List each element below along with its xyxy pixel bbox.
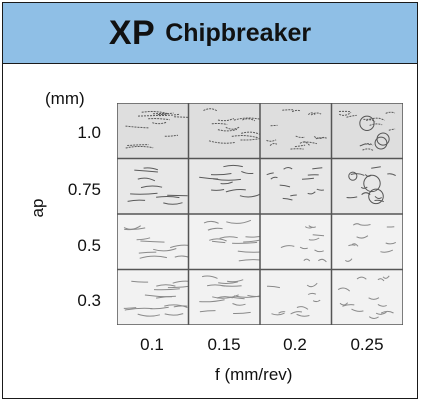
chip-cell-r2-c2 xyxy=(260,214,332,270)
x-axis-label: f (mm/rev) xyxy=(215,365,293,384)
chip-cell-r1-c3 xyxy=(331,158,403,214)
x-tick-0-2: 0.2 xyxy=(283,335,307,354)
chip-cell-r3-c3 xyxy=(331,269,403,325)
x-tick-0-15: 0.15 xyxy=(207,335,241,354)
title-xp: XP xyxy=(108,13,156,52)
chip-cell-r1-c1 xyxy=(188,158,262,214)
chip-cell-r0-c1 xyxy=(188,103,263,159)
chip-grid xyxy=(117,103,403,325)
chipbreaker-panel: XP Chipbreaker (mm) 1.0 0.75 0.5 0.3 ap … xyxy=(2,2,418,399)
chip-cell-r3-c0 xyxy=(117,269,197,325)
y-tick-0-75: 0.75 xyxy=(67,180,101,199)
panel-header: XP Chipbreaker xyxy=(3,3,417,64)
chip-cell-r2-c0 xyxy=(117,214,194,270)
chip-cell-r1-c2 xyxy=(260,158,332,214)
x-tick-0-25: 0.25 xyxy=(350,335,384,354)
x-tick-0-1: 0.1 xyxy=(140,335,164,354)
y-axis-label: ap xyxy=(28,198,47,218)
chip-cell-r3-c2 xyxy=(260,269,332,325)
chip-cell-r0-c0 xyxy=(117,103,193,159)
chip-cell-r0-c2 xyxy=(260,103,332,159)
y-tick-0-5: 0.5 xyxy=(77,236,101,255)
title-chipbreaker: Chipbreaker xyxy=(165,18,312,47)
chip-cell-r3-c1 xyxy=(188,269,276,325)
chip-cell-r1-c0 xyxy=(117,158,189,214)
y-tick-0-3: 0.3 xyxy=(77,291,101,310)
chip-cell-r0-c3 xyxy=(331,103,403,159)
y-tick-1-0: 1.0 xyxy=(77,123,101,142)
y-unit-label: (mm) xyxy=(45,89,85,108)
chip-cell-r2-c1 xyxy=(188,214,266,270)
chip-cell-r2-c3 xyxy=(331,214,403,270)
